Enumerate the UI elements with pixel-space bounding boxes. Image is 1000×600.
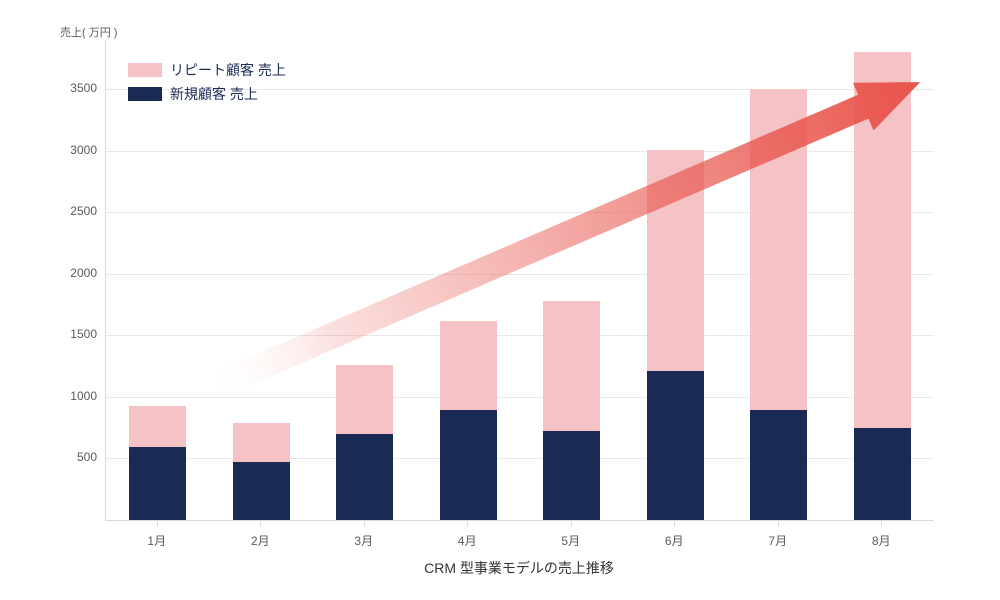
bar-segment [440,321,497,411]
y-tick-label: 2500 [61,204,97,218]
legend-label: 新規顧客 売上 [170,84,258,104]
plot-area [105,40,934,521]
y-axis-title: 売上( 万円 ) [60,24,117,40]
chart-caption: CRM 型事業モデルの売上推移 [424,558,614,578]
grid-line [106,397,934,398]
y-tick-label: 1500 [61,327,97,341]
bar-segment [647,371,704,520]
x-tick-mark [778,520,779,526]
bar [336,365,393,520]
x-tick-label: 7月 [768,532,787,549]
x-tick-label: 6月 [665,532,684,549]
x-tick-label: 5月 [561,532,580,549]
bar [233,423,290,520]
bar [750,89,807,520]
x-tick-mark [467,520,468,526]
x-tick-mark [674,520,675,526]
bar-segment [750,410,807,520]
x-tick-label: 8月 [872,532,891,549]
grid-line [106,274,934,275]
x-tick-mark [881,520,882,526]
legend-swatch [128,87,162,101]
x-tick-mark [571,520,572,526]
bar-segment [854,428,911,520]
y-tick-label: 1000 [61,389,97,403]
x-tick-label: 4月 [458,532,477,549]
x-tick-mark [157,520,158,526]
y-tick-label: 3000 [61,143,97,157]
legend-label: リピート顧客 売上 [170,60,286,80]
bar [854,52,911,520]
legend-item: リピート顧客 売上 [128,60,286,80]
bar [647,150,704,520]
legend-swatch [128,63,162,77]
bar-segment [129,406,186,448]
grid-line [106,458,934,459]
y-tick-label: 500 [61,450,97,464]
y-tick-label: 2000 [61,266,97,280]
x-tick-mark [364,520,365,526]
bar-segment [543,431,600,520]
bar-segment [440,410,497,520]
bar-segment [543,301,600,431]
x-tick-mark [260,520,261,526]
bar-segment [129,447,186,520]
bar [129,406,186,520]
bar-segment [854,52,911,427]
bar-segment [336,434,393,520]
bar-segment [233,423,290,462]
y-tick-label: 3500 [61,81,97,95]
bar-segment [336,365,393,434]
bar-segment [750,89,807,410]
legend: リピート顧客 売上新規顧客 売上 [128,60,286,104]
grid-line [106,212,934,213]
legend-item: 新規顧客 売上 [128,84,286,104]
bar [543,301,600,520]
bar-segment [647,150,704,372]
x-tick-label: 2月 [251,532,270,549]
grid-line [106,335,934,336]
chart-container: 売上( 万円 ) リピート顧客 売上新規顧客 売上 CRM 型事業モデルの売上推… [0,0,1000,600]
grid-line [106,151,934,152]
x-tick-label: 1月 [147,532,166,549]
x-tick-label: 3月 [354,532,373,549]
bar [440,321,497,520]
bar-segment [233,462,290,520]
